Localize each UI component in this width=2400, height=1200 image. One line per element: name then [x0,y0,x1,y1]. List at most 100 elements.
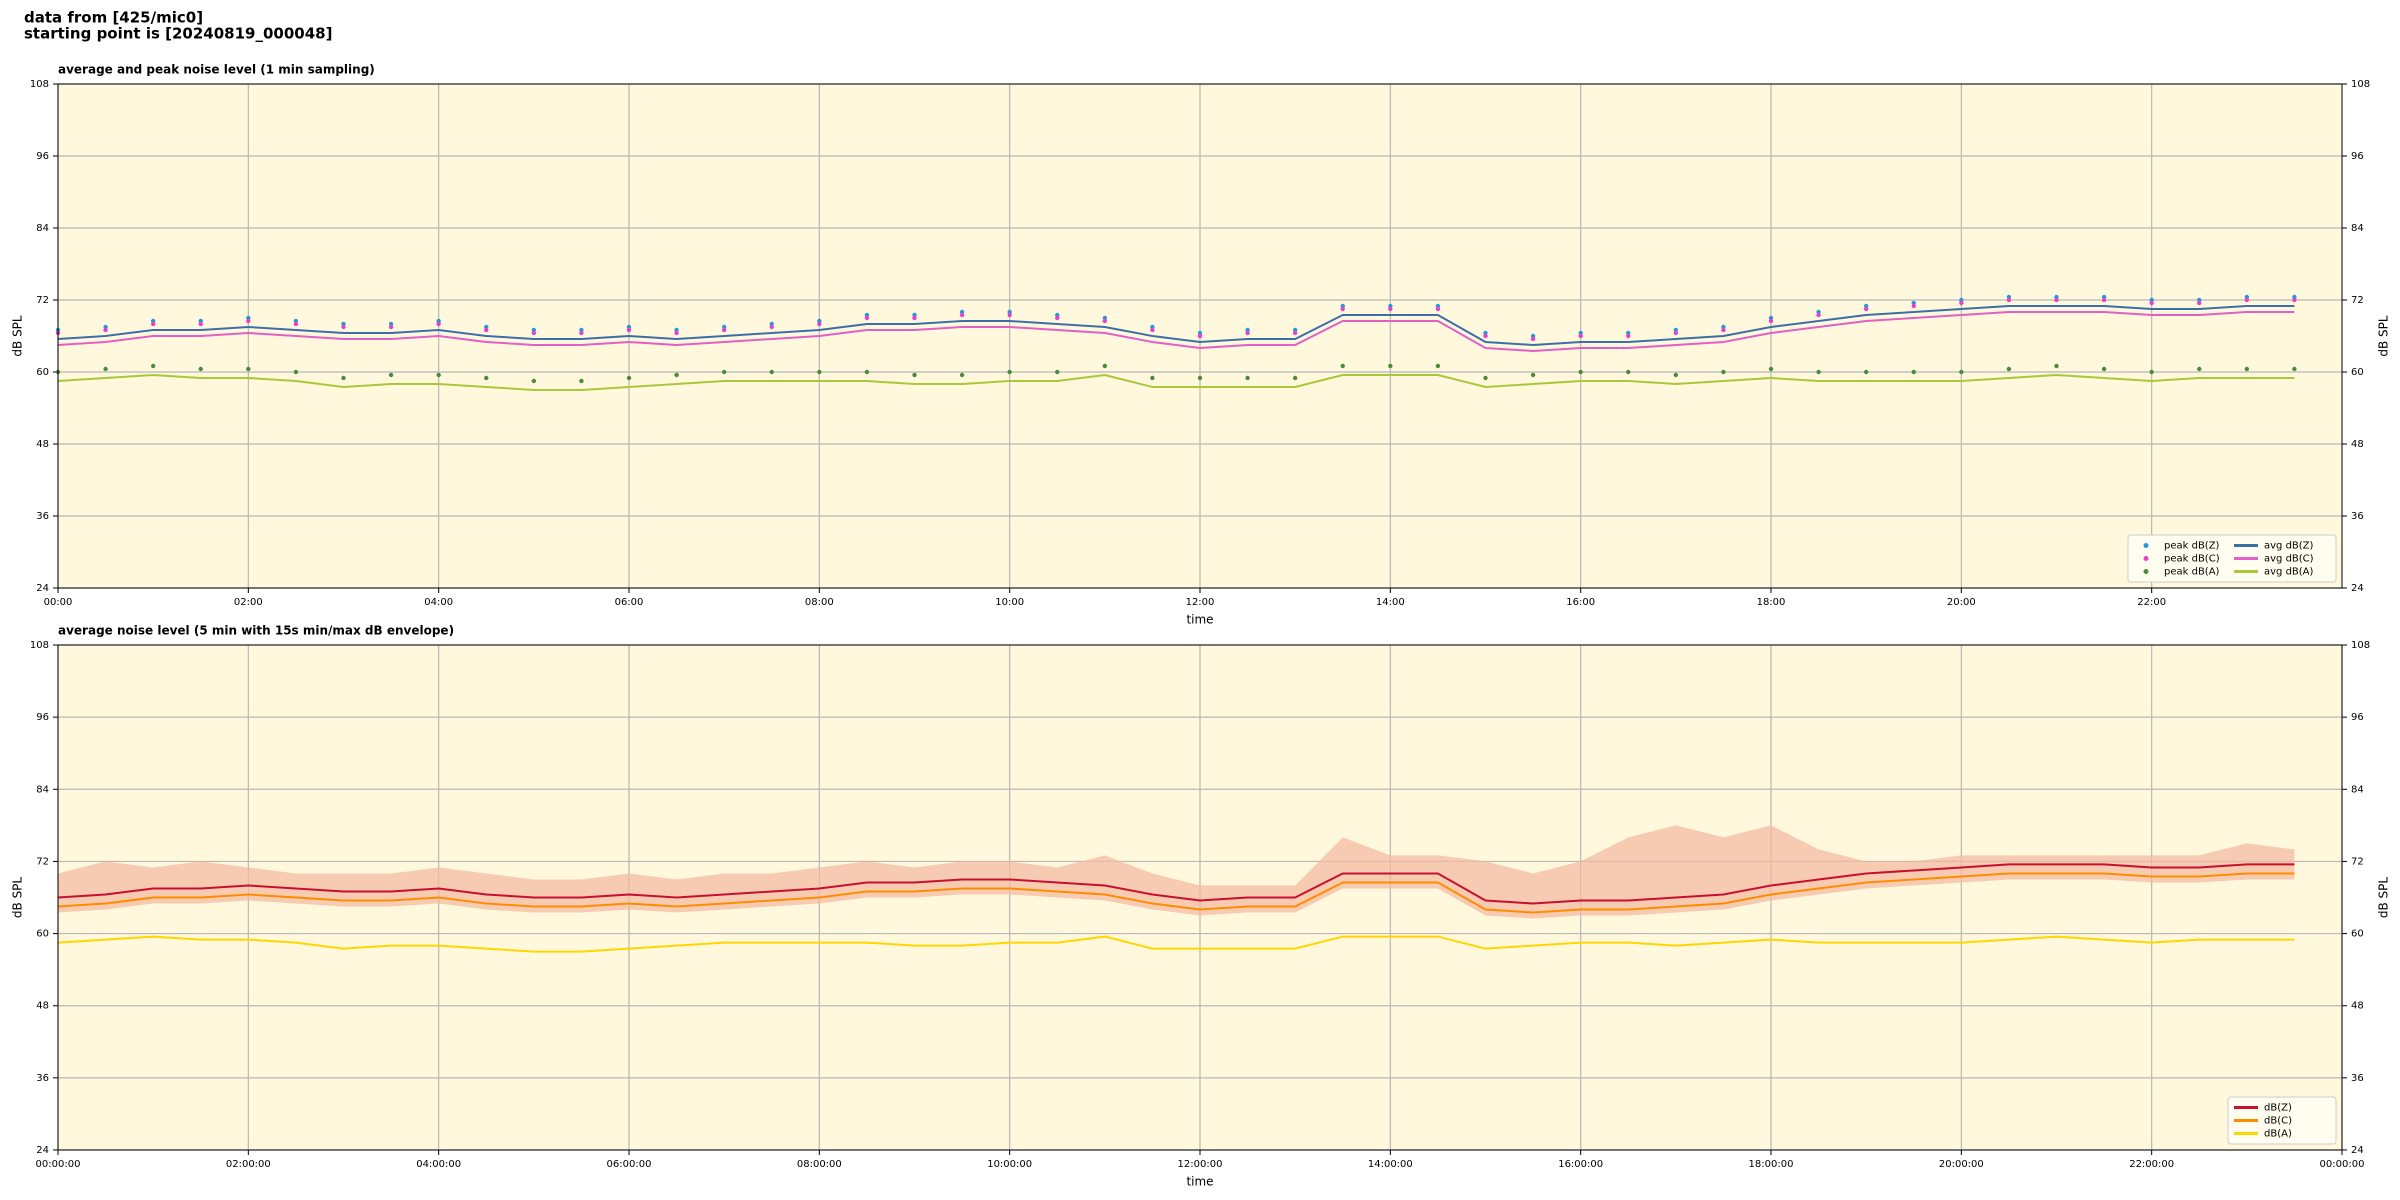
y-tick-label: 36 [36,511,49,522]
y2-tick-label: 72 [2351,856,2364,867]
peak-point [1007,369,1012,375]
x-tick-label: 02:00:00 [226,1159,271,1170]
peak-point [198,321,203,327]
legend-label: peak dB(Z) [2164,541,2220,552]
x-tick-label: 22:00 [2137,597,2166,608]
x-tick-label: 04:00:00 [416,1159,461,1170]
peak-point [484,375,489,381]
peak-point [2054,297,2059,303]
peak-point [1816,369,1821,375]
x-tick-label: 20:00:00 [1939,1159,1984,1170]
peak-point [626,375,632,381]
y-tick-label: 72 [36,856,49,867]
peak-point [436,321,441,327]
y2-tick-label: 36 [2351,1073,2364,1084]
peak-point [1959,300,1964,306]
y-tick-label: 60 [36,367,49,378]
peak-point [674,330,679,336]
y2-tick-label: 84 [2351,784,2364,795]
peak-point [1483,333,1488,339]
peak-point [1340,363,1345,369]
peak-point [1197,333,1203,339]
peak-point [1578,333,1583,339]
peak-point [531,330,537,336]
peak-point [2292,297,2297,303]
peak-point [198,366,203,372]
x-tick-label: 04:00 [424,597,453,608]
legend-swatch [2143,543,2149,548]
peak-point [1673,330,1679,336]
peak-point [1055,369,1060,375]
y2-tick-label: 48 [2351,1001,2364,1012]
peak-point [293,369,299,375]
legend-label: dB(Z) [2264,1103,2292,1114]
peak-point [531,378,537,384]
peak-point [1388,363,1393,369]
peak-point [912,372,917,378]
peak-point [388,372,394,378]
peak-point [2101,366,2107,372]
peak-point [2197,300,2202,306]
peak-point [721,369,727,375]
peak-point [1863,306,1869,312]
y2-tick-label: 48 [2351,439,2364,450]
legend-label: dB(A) [2264,1129,2292,1140]
y-tick-label: 108 [30,640,49,651]
x-tick-label: 00:00:00 [36,1159,81,1170]
peak-point [484,327,489,333]
chart-title: average and peak noise level (1 min samp… [58,63,375,77]
peak-point [2101,297,2107,303]
peak-point [721,327,727,333]
peak-point [436,372,441,378]
peak-point [1007,312,1012,318]
y2-tick-label: 36 [2351,511,2364,522]
peak-point [626,327,632,333]
x-tick-label: 08:00 [805,597,834,608]
peak-point [1530,372,1536,378]
peak-point [864,315,870,321]
y2-tick-label: 108 [2351,79,2370,90]
y2-axis-label: dB SPL [2377,877,2391,919]
peak-point [1102,318,1108,324]
peak-point [2006,297,2012,303]
series-line [57,373,2295,391]
peak-point [1388,306,1393,312]
peak-point [579,330,584,336]
x-axis-label: time [1186,613,1213,627]
peak-point [2006,366,2012,372]
x-tick-label: 20:00 [1947,597,1976,608]
peak-point [817,321,822,327]
y2-tick-label: 60 [2351,929,2364,940]
peak-point [674,372,679,378]
y-tick-label: 60 [36,929,49,940]
peak-point [1483,375,1488,381]
legend-label: avg dB(Z) [2264,541,2314,552]
peak-point [1911,303,1916,309]
y-tick-label: 48 [36,1001,49,1012]
legend-label: avg dB(C) [2264,554,2314,565]
series-line [57,863,2295,905]
peak-point [1292,330,1298,336]
peak-point [246,318,251,324]
peak-point [817,369,822,375]
x-tick-label: 18:00 [1757,597,1786,608]
legend-box [2127,534,2337,583]
peak-point [1245,330,1250,336]
y-axis-label: dB SPL [11,877,25,919]
peak-point [1721,327,1726,333]
peak-point [769,324,774,330]
peak-point [1102,363,1108,369]
peak-point [103,366,108,372]
peak-point [1959,369,1964,375]
peak-point [150,321,156,327]
peak-point [1150,327,1155,333]
peak-point [1578,369,1583,375]
x-tick-label: 12:00 [1186,597,1215,608]
peak-point [1911,369,1916,375]
peak-point [1340,306,1345,312]
peak-point [2149,369,2154,375]
y-tick-label: 48 [36,439,49,450]
y2-tick-label: 84 [2351,223,2364,234]
y2-tick-label: 24 [2351,1145,2364,1156]
